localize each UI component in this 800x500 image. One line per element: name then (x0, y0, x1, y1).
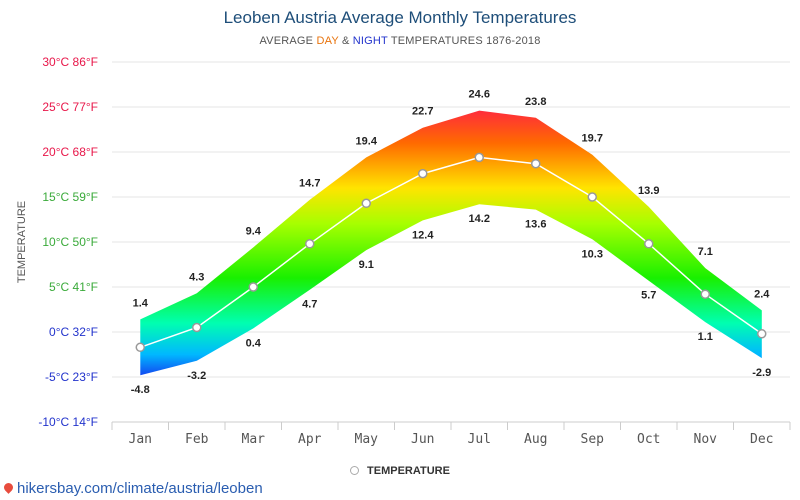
y-axis-label: TEMPERATURE (16, 201, 28, 283)
night-value-label: 14.2 (469, 213, 490, 225)
average-point (192, 322, 202, 333)
source-link[interactable]: hikersbay.com/climate/austria/leoben (2, 480, 263, 497)
night-value-label: -2.9 (752, 367, 771, 379)
night-value-label: 5.7 (641, 290, 656, 302)
average-point (587, 192, 597, 202)
average-point (361, 198, 371, 209)
chart-subtitle: AVERAGE DAY & NIGHT TEMPERATURES 1876-20… (0, 35, 800, 47)
x-tick-label: Dec (750, 432, 773, 447)
average-point (531, 158, 541, 169)
night-value-label: 12.4 (412, 229, 434, 241)
average-point (644, 239, 654, 249)
night-value-label: 0.4 (246, 337, 262, 349)
average-line (140, 156, 763, 349)
y-tick-label: 10°C 50°F (42, 235, 98, 249)
y-tick-label: 0°C 32°F (49, 325, 98, 339)
y-tick-label: 25°C 77°F (42, 100, 98, 114)
x-tick-label: May (355, 432, 379, 447)
average-point (305, 239, 315, 249)
x-tick-label: Jan (129, 432, 152, 447)
y-tick-label: -5°C 23°F (45, 370, 98, 384)
day-value-label: 14.7 (299, 178, 320, 190)
x-tick-label: Aug (524, 432, 547, 447)
y-tick-label: 20°C 68°F (42, 145, 98, 159)
subtitle-night: NIGHT (352, 35, 388, 47)
average-point (474, 152, 484, 163)
day-value-label: 9.4 (246, 225, 262, 237)
subtitle-day: DAY (316, 35, 339, 47)
average-point (757, 329, 767, 339)
x-tick-label: Nov (694, 432, 718, 447)
legend-label: TEMPERATURE (367, 465, 450, 477)
day-value-label: 2.4 (754, 288, 770, 300)
subtitle-prefix: AVERAGE (259, 35, 317, 47)
night-value-label: 10.3 (582, 248, 603, 260)
subtitle-suffix: TEMPERATURES 1876-2018 (387, 35, 541, 47)
night-value-label: 4.7 (302, 299, 317, 311)
x-tick-label: Jul (468, 432, 491, 447)
day-value-label: 4.3 (189, 271, 204, 283)
day-value-label: 13.9 (638, 185, 659, 197)
day-value-label: 24.6 (469, 89, 490, 101)
x-tick-label: Feb (185, 432, 209, 447)
average-point (418, 168, 428, 179)
day-value-label: 7.1 (698, 246, 713, 258)
source-url: hikersbay.com/climate/austria/leoben (17, 480, 263, 497)
subtitle-amp: & (338, 35, 353, 47)
night-value-label: -3.2 (187, 370, 206, 382)
legend-marker-icon (350, 466, 360, 475)
y-tick-label: 15°C 59°F (42, 190, 98, 204)
night-value-label: 13.6 (525, 219, 546, 231)
average-point (700, 289, 710, 299)
day-value-label: 23.8 (525, 96, 546, 108)
day-value-label: 19.4 (356, 135, 378, 147)
chart-legend[interactable]: TEMPERATURE (0, 465, 800, 477)
x-tick-label: Sep (581, 432, 605, 447)
day-value-label: 19.7 (582, 133, 603, 145)
night-value-label: 9.1 (359, 259, 374, 271)
day-night-band (140, 110, 762, 376)
x-tick-label: Mar (242, 432, 266, 447)
night-value-label: -4.8 (131, 384, 150, 396)
day-value-label: 1.4 (133, 297, 149, 309)
night-value-label: 1.1 (698, 331, 713, 343)
x-tick-label: Oct (637, 432, 660, 447)
y-tick-label: -10°C 14°F (38, 415, 98, 429)
map-pin-icon (2, 481, 15, 494)
y-tick-label: 5°C 41°F (49, 280, 98, 294)
x-tick-label: Apr (298, 432, 322, 447)
average-point (248, 282, 258, 292)
x-tick-label: Jun (411, 432, 434, 447)
average-point (135, 342, 145, 353)
chart-title: Leoben Austria Average Monthly Temperatu… (223, 8, 577, 27)
day-value-label: 22.7 (412, 106, 433, 118)
y-tick-label: 30°C 86°F (42, 55, 98, 69)
